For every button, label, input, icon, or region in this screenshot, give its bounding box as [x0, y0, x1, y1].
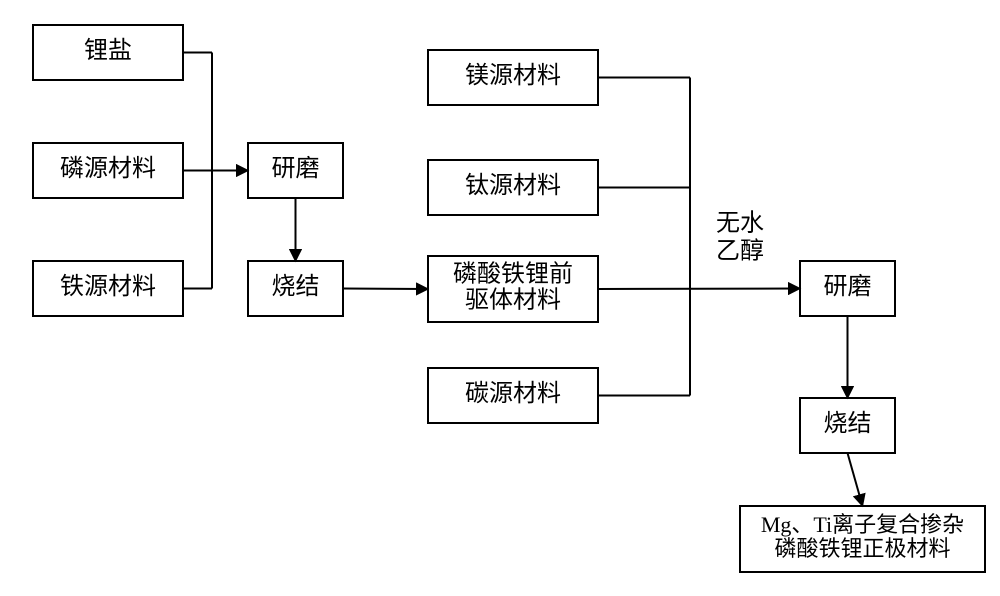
node-p_source-label: 磷源材料: [60, 155, 156, 182]
edge-sinter1-precursor: [343, 289, 428, 290]
node-ti_source-label: 钛源材料: [465, 172, 561, 199]
node-grind2-label: 研磨: [824, 273, 872, 300]
edge-precursor-grind2: [598, 289, 800, 290]
node-c_source-label: 碳源材料: [465, 380, 561, 407]
node-grind1-label: 研磨: [272, 155, 320, 182]
node-mg_source-label: 镁源材料: [465, 62, 561, 89]
edge-label-1: 无水: [716, 210, 764, 237]
node-precursor-label2: 驱体材料: [465, 287, 561, 314]
edge-label-2: 乙醇: [716, 238, 764, 265]
node-precursor-label1: 磷酸铁锂前: [453, 260, 573, 287]
node-li_salt-label: 锂盐: [84, 37, 132, 64]
edge-sinter2-product: [848, 453, 863, 506]
node-product-label1: Mg、Ti离子复合掺杂: [761, 512, 964, 537]
node-sinter1-label: 烧结: [272, 273, 320, 300]
node-product-label2: 磷酸铁锂正极材料: [774, 536, 950, 561]
node-fe_source-label: 铁源材料: [60, 273, 156, 300]
node-sinter2-label: 烧结: [824, 410, 872, 437]
